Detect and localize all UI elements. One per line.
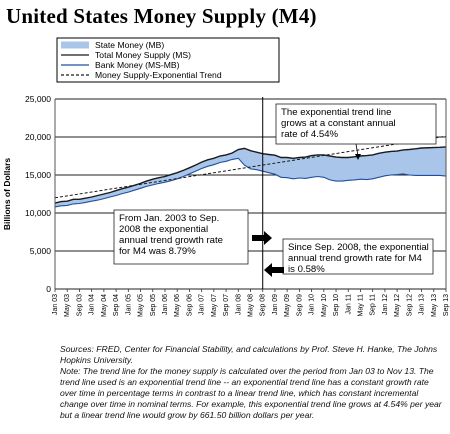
x-tick-label: Sep 06 [186,294,193,316]
x-tick-label: May 11 [357,294,364,317]
axes: 0 5,000 10,000 15,000 20,000 25,000 Billions o… [2,94,450,317]
legend-label: State Money (MB) [95,40,164,50]
x-tick-label: Sep 03 [76,294,83,316]
y-tick-label: 10,000 [25,208,51,218]
x-tick-label: May 09 [284,294,291,317]
x-tick-label: Sep 09 [296,294,303,316]
right-annotation-text: Since Sep. 2008, the exponential [288,242,429,253]
right-annotation [282,238,434,275]
x-tick-label: Sep 13 [443,294,450,316]
x-tick-label: May 03 [64,294,71,317]
x-tick-label: Jan 09 [272,294,279,315]
state-money-area-fill [55,146,446,207]
x-tick-label: Sep 04 [113,294,120,316]
y-tick-label: 20,000 [25,132,51,142]
x-tick-label: Sep 10 [333,294,340,316]
y-tick-label: 25,000 [25,94,51,104]
legend: State Money (MB)Total Money Supply (MS)B… [56,37,280,83]
trend-annotation-text: The exponential trend line [281,107,391,118]
x-tick-label: Sep 12 [406,294,413,316]
x-tick-label: Jan 13 [419,294,426,315]
x-tick-label: Jan 06 [162,294,169,315]
x-tick-label: May 04 [101,294,108,317]
legend-label: Total Money Supply (MS) [95,50,191,60]
legend-label: Money Supply-Exponential Trend [95,70,222,80]
x-tick-label: Sep 11 [370,294,377,316]
y-tick-label: 0 [46,284,51,294]
left-arrow [252,231,272,245]
chart-title: United States Money Supply (M4) [6,4,317,28]
x-tick-label: Jan 11 [345,294,352,315]
x-tick-label: May 12 [394,294,401,317]
series-lines [54,97,447,289]
y-tick-label: 5,000 [30,246,52,256]
y-tick-label: 15,000 [25,170,51,180]
total-money-line [54,146,447,204]
legend-swatch-area [61,41,89,49]
x-tick-label: Jan 10 [309,294,316,315]
left-annotation-text: From Jan. 2003 to Sep. [119,213,219,224]
x-tick-label: Sep 08 [260,294,267,316]
x-tick-label: May 05 [138,294,145,317]
x-tick-label: May 10 [321,294,328,317]
note-text: Note: The trend line for the money suppl… [60,366,442,420]
x-tick-label: Sep 07 [223,294,230,316]
x-tick-label: Sep 05 [150,294,157,316]
x-tick-label: May 07 [211,294,218,317]
exponential-trend-line [54,135,447,199]
x-tick-label: Jan 07 [199,294,206,315]
state-money-area [55,146,446,207]
x-tick-label: Jan 04 [89,294,96,315]
bank-money-line [54,157,447,208]
legend-label: Bank Money (MS-MB) [95,60,180,70]
right-annotation-text: is 0.58% [288,264,325,275]
trend-arrow-head [355,154,361,160]
x-tick-label: May 06 [174,294,181,317]
left-annotation-text: 2008 the exponential [119,224,208,235]
x-tick-label: May 08 [248,294,255,317]
x-tick-label: Jan 08 [235,294,242,315]
left-annotation-text: annual trend growth rate [119,235,223,246]
x-tick-label: Jan 03 [52,294,59,315]
trend-annotation-text: rate of 4.54% [281,129,339,140]
y-axis-label: Billions of Dollars [2,158,12,231]
sources-text: Sources: FRED, Center for Financial Stab… [60,344,438,365]
trend-annotation [275,103,437,145]
legend-box [56,37,280,83]
x-tick-label: Jan 05 [125,294,132,315]
x-tick-label: May 13 [431,294,438,317]
left-annotation-text: for M4 was 8.79% [119,246,196,257]
left-annotation [113,209,249,265]
x-tick-label: Jan 12 [382,294,389,315]
right-arrow [264,263,284,277]
right-annotation-text: annual trend growth rate for M4 [288,253,423,264]
trend-annotation-text: grows at a constant annual [281,118,396,129]
